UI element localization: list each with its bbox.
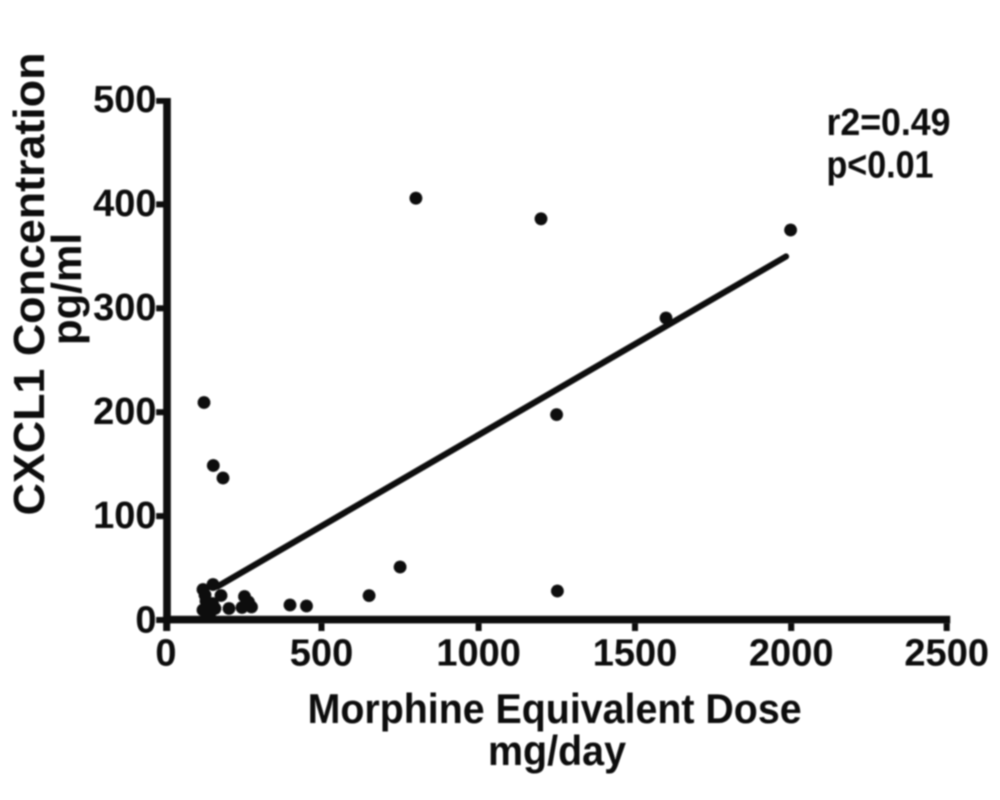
- svg-text:300: 300: [93, 287, 156, 329]
- svg-text:pg/ml: pg/ml: [43, 233, 90, 345]
- svg-text:0: 0: [155, 633, 176, 675]
- svg-text:2000: 2000: [749, 633, 834, 675]
- svg-text:400: 400: [93, 183, 156, 225]
- svg-text:p<0.01: p<0.01: [827, 145, 934, 187]
- svg-text:100: 100: [93, 495, 156, 537]
- svg-text:200: 200: [93, 391, 156, 433]
- svg-text:0: 0: [135, 600, 156, 642]
- svg-text:r2=0.49: r2=0.49: [827, 102, 951, 144]
- svg-text:1500: 1500: [593, 633, 678, 675]
- svg-text:500: 500: [93, 79, 156, 121]
- svg-text:CXCL1 Concentration: CXCL1 Concentration: [5, 53, 54, 516]
- svg-text:2500: 2500: [904, 633, 989, 675]
- svg-text:Morphine Equivalent Dose: Morphine Equivalent Dose: [308, 685, 802, 732]
- svg-text:500: 500: [290, 633, 353, 675]
- svg-text:mg/day: mg/day: [488, 727, 626, 774]
- svg-text:1000: 1000: [436, 633, 521, 675]
